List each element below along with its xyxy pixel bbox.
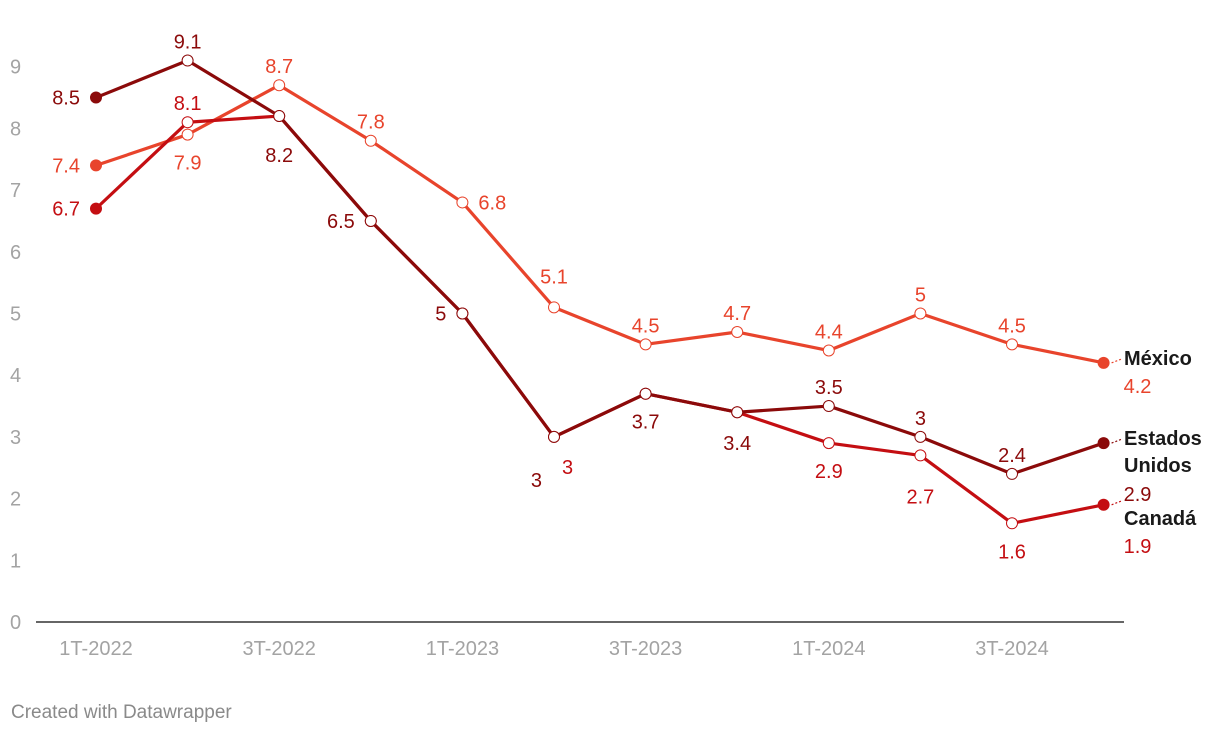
data-label-estados-unidos: 6.5 <box>327 211 355 233</box>
x-tick-label: 1T-2022 <box>59 638 132 660</box>
series-line-canada <box>94 114 1106 525</box>
data-label-estados-unidos: 3 <box>531 470 542 492</box>
data-label-mexico: 6.8 <box>478 192 506 214</box>
data-point-estados-unidos <box>456 307 469 320</box>
series-name-labels: México Estados Unidos Canadá <box>1111 348 1202 530</box>
y-axis: 0 1 2 3 4 5 6 7 8 9 <box>10 57 21 634</box>
data-point-mexico <box>364 134 377 147</box>
series-name-canada: Canadá <box>1124 508 1197 530</box>
series-name-connector-canada <box>1111 500 1123 506</box>
data-point-mexico <box>548 301 560 314</box>
data-label-estados-unidos: 2.9 <box>1124 484 1152 506</box>
data-label-mexico: 5.1 <box>540 266 568 288</box>
data-label-mexico: 7.8 <box>357 112 385 134</box>
data-point-estados-unidos <box>1006 467 1018 480</box>
data-point-estados-unidos <box>548 430 560 443</box>
data-point-canada <box>1097 498 1110 511</box>
data-point-canada <box>90 202 102 215</box>
data-label-mexico: 4.2 <box>1124 376 1152 398</box>
data-point-mexico <box>1006 338 1018 351</box>
data-label-mexico: 7.4 <box>52 155 80 177</box>
data-label-mexico: 4.4 <box>815 322 843 344</box>
data-label-canada: 1.9 <box>1124 536 1152 558</box>
data-point-mexico <box>456 196 469 209</box>
data-point-estados-unidos <box>364 214 377 227</box>
x-tick-label: 1T-2024 <box>792 638 865 660</box>
series-name-line: México <box>1124 348 1192 370</box>
data-label-mexico: 4.5 <box>998 315 1026 337</box>
series-name-connector-estados-unidos <box>1111 438 1123 444</box>
data-point-mexico <box>1097 356 1110 369</box>
data-label-canada: 2.7 <box>906 486 934 508</box>
data-point-estados-unidos <box>273 110 286 123</box>
y-tick-label: 0 <box>10 612 21 634</box>
data-point-canada <box>1006 517 1018 530</box>
data-label-canada: 1.6 <box>998 541 1026 563</box>
y-tick-label: 4 <box>10 365 21 387</box>
data-label-mexico: 5 <box>915 285 926 307</box>
data-label-estados-unidos: 8.2 <box>265 145 293 167</box>
data-label-canada: 6.7 <box>52 199 80 221</box>
x-tick-label: 3T-2023 <box>609 638 682 660</box>
data-label-mexico: 4.5 <box>632 315 660 337</box>
y-tick-label: 1 <box>10 550 21 572</box>
data-labels: 7.4 7.9 8.7 7.8 6.8 5.1 4.5 4.7 4.4 5 4.5 4.2 6.7 8.1… <box>52 32 1151 564</box>
data-point-mexico <box>273 79 286 92</box>
data-point-mexico <box>731 326 744 339</box>
data-point-mexico <box>181 128 194 141</box>
series-line-estados-unidos <box>94 58 1106 476</box>
x-axis: 1T-2022 3T-2022 1T-2023 3T-2023 1T-2024 3T-20… <box>36 621 1124 660</box>
series-markers <box>90 54 1110 530</box>
series-lines <box>94 58 1106 525</box>
y-tick-label: 9 <box>10 57 21 79</box>
series-line-mexico <box>94 83 1106 365</box>
x-tick-label: 1T-2023 <box>426 638 499 660</box>
data-label-canada: 8.1 <box>174 93 202 115</box>
series-name-estados-unidos: Estados Unidos <box>1124 428 1202 477</box>
data-point-mexico <box>90 159 102 172</box>
y-tick-label: 8 <box>10 118 21 140</box>
data-point-estados-unidos <box>731 406 744 419</box>
data-point-mexico <box>822 344 835 357</box>
y-tick-label: 6 <box>10 242 21 264</box>
data-point-canada <box>822 437 835 450</box>
data-label-estados-unidos: 3.5 <box>815 377 843 399</box>
data-label-estados-unidos: 3.4 <box>723 433 751 455</box>
data-point-estados-unidos <box>181 54 194 67</box>
series-name-line: Canadá <box>1124 508 1197 530</box>
x-tick-label: 3T-2024 <box>975 638 1048 660</box>
series-name-line: Unidos <box>1124 455 1192 477</box>
footer-credit: Created with Datawrapper <box>11 702 232 723</box>
series-name-mexico: México <box>1124 348 1192 370</box>
data-label-estados-unidos: 5 <box>435 304 446 326</box>
data-point-estados-unidos <box>90 91 102 104</box>
data-label-estados-unidos: 9.1 <box>174 32 202 54</box>
y-tick-label: 2 <box>10 489 21 511</box>
data-point-estados-unidos <box>914 430 927 443</box>
y-tick-label: 7 <box>10 180 21 202</box>
x-tick-label: 3T-2022 <box>243 638 316 660</box>
data-label-estados-unidos: 3.7 <box>632 412 660 434</box>
data-label-canada: 2.9 <box>815 461 843 483</box>
data-label-estados-unidos: 8.5 <box>52 88 80 110</box>
data-point-mexico <box>639 338 652 351</box>
data-label-mexico: 4.7 <box>723 303 751 325</box>
y-tick-label: 3 <box>10 427 21 449</box>
data-point-canada <box>181 116 194 129</box>
data-point-mexico <box>914 307 927 320</box>
data-label-estados-unidos: 2.4 <box>998 445 1026 467</box>
series-name-line: Estados <box>1124 428 1202 450</box>
data-label-mexico: 7.9 <box>174 153 202 175</box>
data-point-estados-unidos <box>1097 437 1110 450</box>
data-label-mexico: 8.7 <box>265 56 293 78</box>
data-label-estados-unidos: 3 <box>915 408 926 430</box>
data-point-estados-unidos <box>822 400 835 413</box>
data-label-canada: 3 <box>562 457 573 479</box>
data-point-canada <box>914 449 927 462</box>
series-name-connector-mexico <box>1111 358 1123 364</box>
data-point-estados-unidos <box>639 387 652 400</box>
y-tick-label: 5 <box>10 304 21 326</box>
